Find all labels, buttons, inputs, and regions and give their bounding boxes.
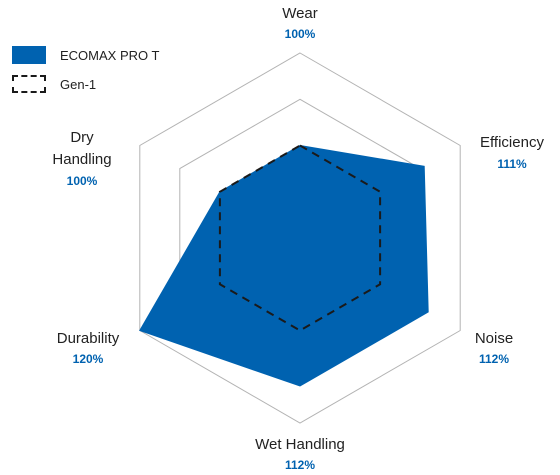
grid-ring <box>139 52 461 424</box>
chart-legend: ECOMAX PRO T Gen-1 <box>12 44 159 102</box>
legend-item-gen1: Gen-1 <box>12 73 159 95</box>
axis-label-value: 111% <box>497 157 527 171</box>
axis-label-value: 120% <box>73 352 104 366</box>
axis-label-name: Handling <box>52 151 111 168</box>
series-area-ecomax <box>139 144 429 387</box>
axis-label-name: Wear <box>282 5 318 22</box>
axis-label-name: Wet Handling <box>255 436 345 453</box>
legend-swatch-filled <box>12 46 46 64</box>
axis-label-name: Efficiency <box>480 134 544 151</box>
axis-label-name: Dry <box>70 129 94 146</box>
axis-label-value: 112% <box>285 458 315 472</box>
axis-label-value: 100% <box>67 174 98 188</box>
series-line-gen1 <box>218 144 382 332</box>
legend-label: Gen-1 <box>60 76 97 92</box>
axis-label-name: Durability <box>57 330 120 347</box>
axis-label-name: Noise <box>475 330 513 347</box>
axis-label-value: 100% <box>285 27 316 41</box>
legend-swatch-dashed <box>12 75 46 93</box>
axis-label-value: 112% <box>479 352 509 366</box>
legend-label: ECOMAX PRO T <box>60 47 160 63</box>
legend-item-ecomax: ECOMAX PRO T <box>12 44 159 66</box>
